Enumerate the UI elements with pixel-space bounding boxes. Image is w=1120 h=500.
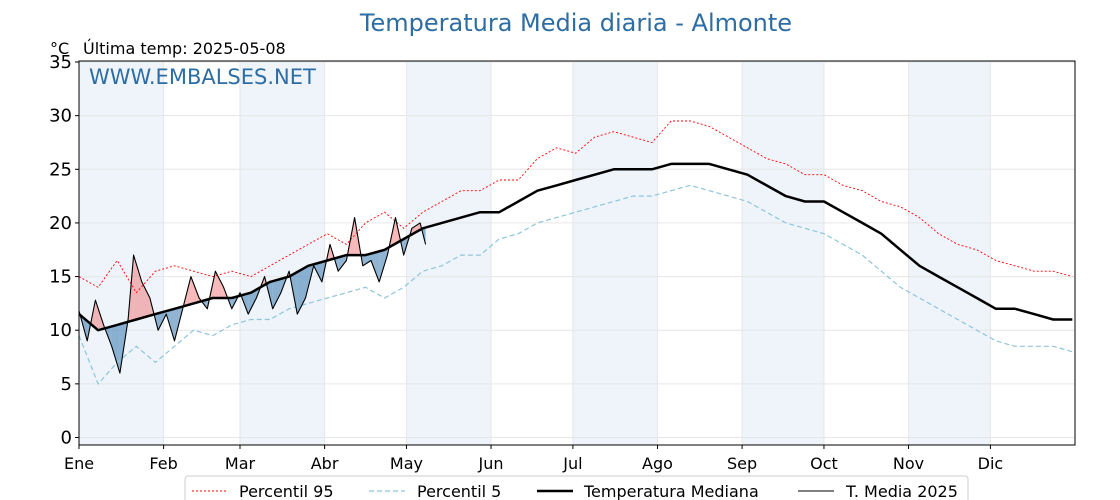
anomaly-below-fill — [248, 289, 257, 315]
x-tick-label-Sep: Sep — [727, 454, 757, 473]
y-tick-label: 20 — [49, 213, 72, 234]
x-tick-label-Abr: Abr — [311, 454, 339, 473]
last-temp-label: Última temp: 2025-05-08 — [83, 39, 286, 58]
month-band-May — [406, 61, 492, 445]
anomaly-above-fill — [215, 271, 224, 298]
x-tick-label-Nov: Nov — [893, 454, 924, 473]
anomaly-below-fill — [297, 267, 306, 315]
chart-title: Temperatura Media diaria - Almonte — [359, 9, 792, 37]
y-tick-label: 25 — [49, 159, 72, 180]
month-bands — [79, 61, 991, 445]
x-tick-label-Jul: Jul — [562, 454, 582, 473]
anomaly-above-fill — [133, 255, 142, 321]
x-tick-label-Mar: Mar — [225, 454, 256, 473]
anomaly-below-fill — [111, 324, 120, 374]
month-band-Ene — [79, 61, 164, 445]
y-tick-label: 5 — [61, 374, 72, 395]
series-p95-line — [78, 120, 1073, 294]
x-tick-label-Jun: Jun — [478, 454, 504, 473]
anomaly-above-fill — [141, 281, 150, 318]
series-p5-line — [78, 184, 1073, 386]
legend-median-label: Temperatura Mediana — [583, 482, 759, 500]
x-tick-label-Ago: Ago — [642, 454, 673, 473]
x-tick-label-Feb: Feb — [149, 454, 177, 473]
legend-current-label: T. Media 2025 — [845, 482, 958, 500]
unit-label: °C — [50, 39, 69, 58]
y-tick-label: 10 — [49, 320, 72, 341]
y-tick-label: 30 — [49, 106, 72, 127]
series-2025-line — [78, 217, 427, 374]
plot-frame — [78, 60, 1076, 446]
anomaly-below-fill — [371, 251, 380, 282]
month-band-Nov — [908, 61, 991, 445]
legend-p5-label: Percentil 5 — [417, 482, 501, 500]
anomaly-below-fill — [272, 278, 281, 309]
anomaly-below-fill — [338, 255, 347, 272]
y-tick-label: 0 — [61, 428, 72, 449]
x-tick-label-Oct: Oct — [810, 454, 838, 473]
anomaly-above-fill — [190, 276, 200, 305]
y-axis-ticks: 0 5 10 15 20 25 30 35 — [49, 52, 79, 449]
x-tick-label-Dic: Dic — [978, 454, 1004, 473]
legend: Percentil 95 Percentil 5 Temperatura Med… — [184, 475, 969, 500]
x-tick-label-May: May — [390, 454, 423, 473]
month-band-Sep — [742, 61, 824, 445]
series-lines — [78, 120, 1073, 386]
anomaly-above-fill — [411, 222, 421, 235]
x-tick-label-Ene: Ene — [64, 454, 94, 473]
month-band-Mar — [239, 61, 325, 445]
watermark: WWW.EMBALSES.NET — [89, 65, 316, 89]
x-axis-ticks: Ene Feb Mar Abr May Jun Jul Ago Sep Oct Nov Dic — [64, 445, 1003, 473]
legend-p95-label: Percentil 95 — [239, 482, 334, 500]
month-band-Jul — [572, 61, 658, 445]
y-tick-label: 35 — [49, 52, 72, 73]
legend-box — [184, 475, 969, 500]
y-tick-label: 15 — [49, 267, 72, 288]
series-median-line — [78, 162, 1073, 332]
anomaly-below-fill — [362, 253, 371, 266]
